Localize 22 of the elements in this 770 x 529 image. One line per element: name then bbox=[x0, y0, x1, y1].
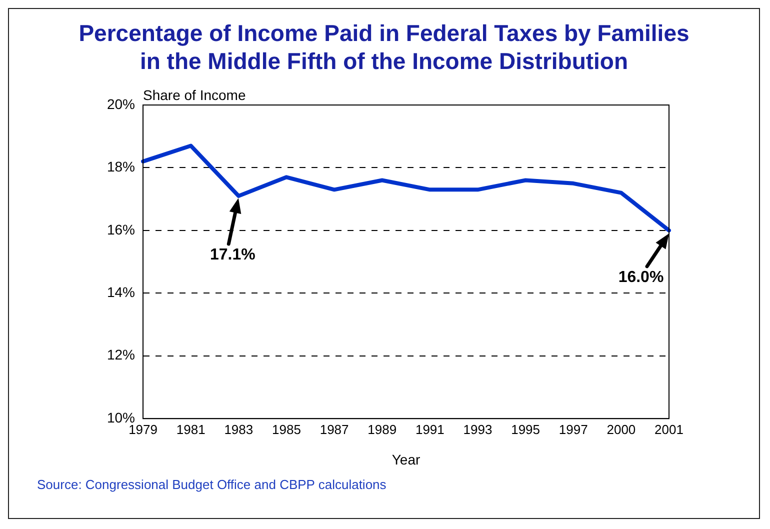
y-tick-label: 14% bbox=[106, 284, 136, 300]
x-tick-label: 2000 bbox=[606, 422, 636, 437]
x-tick-label: 1995 bbox=[511, 422, 540, 437]
x-tick-label: 1997 bbox=[558, 422, 588, 437]
x-tick-label: 1991 bbox=[415, 422, 444, 437]
y-axis-title: Share of Income bbox=[143, 86, 246, 103]
x-tick-label: 1993 bbox=[463, 422, 492, 437]
x-tick-label: 2001 bbox=[654, 422, 684, 437]
x-axis-title: Year bbox=[392, 451, 420, 468]
chart-title: Percentage of Income Paid in Federal Taxes by Families in the Middle Fifth of the Income Distribution bbox=[78, 19, 690, 75]
x-tick-label: 1983 bbox=[224, 422, 254, 437]
y-tick-label: 20% bbox=[106, 96, 136, 112]
annotation: 16.0% bbox=[618, 268, 664, 286]
y-tick-label: 18% bbox=[106, 158, 136, 175]
x-tick-label: 1989 bbox=[368, 422, 397, 437]
y-tick-label: 16% bbox=[106, 221, 136, 238]
x-tick-label: 1985 bbox=[272, 422, 301, 437]
annotation: 17.1% bbox=[210, 246, 256, 264]
y-tick-label: 12% bbox=[106, 346, 136, 363]
x-tick-label: 1987 bbox=[320, 422, 349, 437]
x-tick-label: 1981 bbox=[176, 422, 206, 437]
source-note: Source: Congressional Budget Office and CBPP calculations bbox=[36, 477, 388, 492]
